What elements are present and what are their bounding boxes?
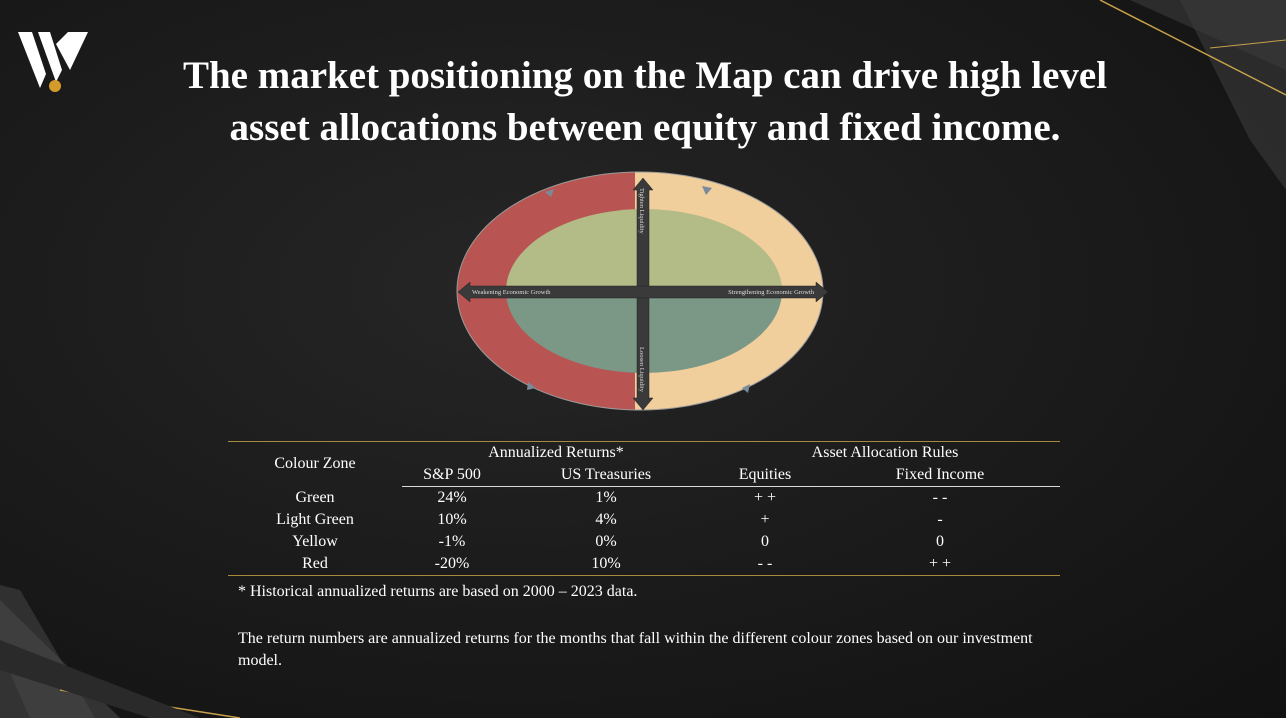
table-row: Green 24% 1% + + - - (228, 487, 1060, 510)
bottom-left-dark-band (0, 640, 200, 718)
horizontal-axis-arrow (457, 281, 829, 303)
title-line-1: The market positioning on the Map can dr… (182, 54, 1108, 97)
sp500-header: S&P 500 (402, 464, 502, 487)
top-right-dotted-band (1180, 0, 1286, 190)
zone-cell: Red (228, 553, 402, 576)
sp500-cell: -1% (438, 533, 466, 550)
table-row: Red -20% 10% - - + + (228, 553, 1060, 576)
fixed-income-cell: - - (932, 489, 948, 506)
slide-title: The market positioning on the Map can dr… (100, 50, 1190, 154)
top-right-gold-line (1099, 0, 1286, 96)
treasuries-header: US Treasuries (502, 464, 710, 487)
title-line-2: asset allocations between equity and fix… (229, 106, 1061, 149)
table-row: Light Green 10% 4% + - (228, 509, 1060, 531)
sp500-cell: 10% (437, 511, 467, 528)
axis-label-bottom: Loosen Liquidity (638, 347, 645, 393)
treasuries-cell: 0% (595, 533, 617, 550)
treasuries-cell: 1% (595, 489, 617, 506)
rules-group-header: Asset Allocation Rules (710, 441, 1060, 464)
axis-label-left: Weakening Economic Growth (472, 289, 551, 296)
zone-cell: Yellow (292, 533, 338, 550)
zone-cell: Green (295, 488, 335, 506)
equities-cell: + (760, 511, 770, 528)
equities-cell: 0 (761, 533, 769, 550)
treasuries-cell: 10% (502, 553, 710, 576)
explanation-note: The return numbers are annualized return… (238, 630, 1033, 669)
colour-zone-header: Colour Zone (228, 441, 402, 487)
equities-cell: - - (710, 553, 820, 576)
ring-arrow-bottom-right (742, 384, 750, 393)
top-right-gold-line-2 (1209, 39, 1286, 49)
axis-label-right: Strengthening Economic Growth (728, 289, 815, 296)
zone-cell: Light Green (276, 511, 354, 528)
treasuries-cell: 4% (595, 511, 617, 528)
fixed-income-header: Fixed Income (820, 464, 1060, 487)
ring-arrow-bottom-left (527, 382, 536, 390)
returns-group-header: Annualized Returns* (402, 441, 710, 464)
fixed-income-cell: + + (820, 553, 1060, 576)
company-logo (18, 32, 88, 92)
equities-header: Equities (710, 464, 820, 487)
axis-label-top: Tighten Liquidity (638, 188, 645, 235)
equities-cell: + + (753, 489, 777, 506)
sp500-cell: -20% (402, 553, 502, 576)
ring-arrow-top-left (545, 189, 554, 197)
footnote: * Historical annualized returns are base… (238, 583, 638, 600)
sp500-cell: 24% (437, 489, 467, 506)
allocation-table: Colour Zone Annualized Returns* Asset Al… (228, 441, 1060, 576)
ring-arrow-top-right (702, 186, 712, 195)
fixed-income-cell: 0 (936, 533, 944, 550)
table-row: Yellow -1% 0% 0 0 (228, 531, 1060, 553)
fixed-income-cell: - (937, 511, 943, 528)
market-map-diagram: Tighten Liquidity Loosen Liquidity Weake… (456, 171, 829, 411)
